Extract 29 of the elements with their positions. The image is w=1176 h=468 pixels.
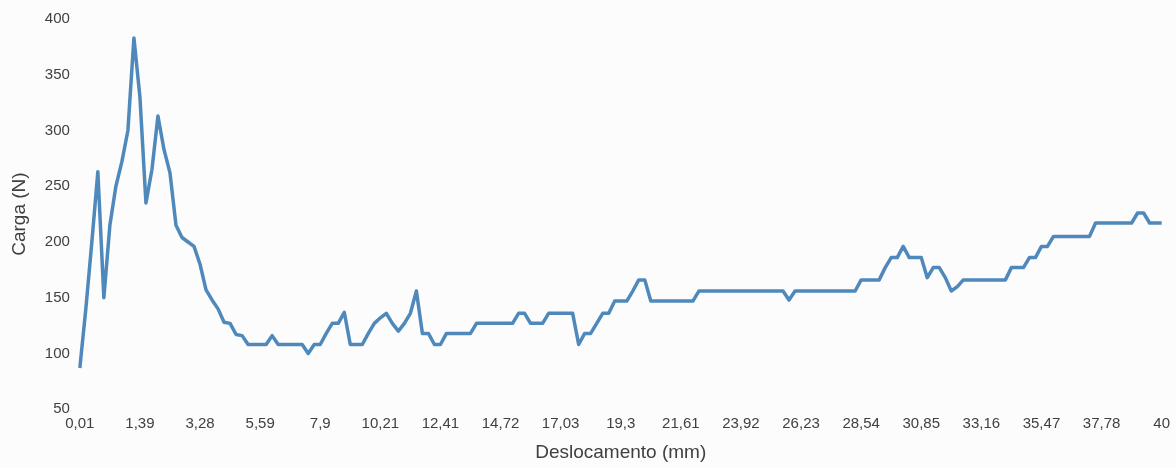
x-tick-label: 23,92	[722, 414, 760, 432]
x-tick-label: 35,47	[1022, 414, 1061, 432]
x-tick-label: 10,21	[361, 414, 400, 432]
y-tick-label: 250	[44, 176, 70, 194]
x-tick-label: 30,85	[902, 414, 941, 432]
x-tick-label: 14,72	[481, 414, 520, 432]
x-tick-label: 7,9	[309, 414, 331, 432]
x-tick-label: 17,03	[541, 414, 580, 432]
x-tick-label: 0,01	[65, 414, 95, 432]
x-tick-label: 26,23	[782, 414, 820, 432]
x-tick-label: 5,59	[245, 414, 275, 432]
x-tick-label: 40	[1153, 414, 1170, 432]
x-tick-label: 19,3	[606, 414, 636, 432]
y-tick-label: 150	[44, 287, 70, 305]
y-tick-label: 400	[44, 9, 70, 27]
y-axis-title: Carga (N)	[7, 172, 29, 256]
x-tick-label: 3,28	[185, 414, 215, 432]
x-tick-label: 12,41	[421, 414, 460, 432]
x-axis-title: Deslocamento (mm)	[535, 440, 707, 462]
y-tick-label: 350	[44, 64, 70, 82]
x-tick-label: 33,16	[962, 414, 1001, 432]
y-tick-label: 50	[53, 399, 70, 417]
x-tick-label: 21,61	[662, 414, 700, 432]
x-tick-label: 37,78	[1082, 414, 1121, 432]
y-tick-label: 200	[44, 232, 70, 250]
y-tick-label: 100	[44, 343, 70, 361]
x-tick-label: 28,54	[842, 414, 880, 432]
y-tick-label: 300	[44, 120, 70, 138]
x-tick-label: 1,39	[125, 414, 155, 432]
